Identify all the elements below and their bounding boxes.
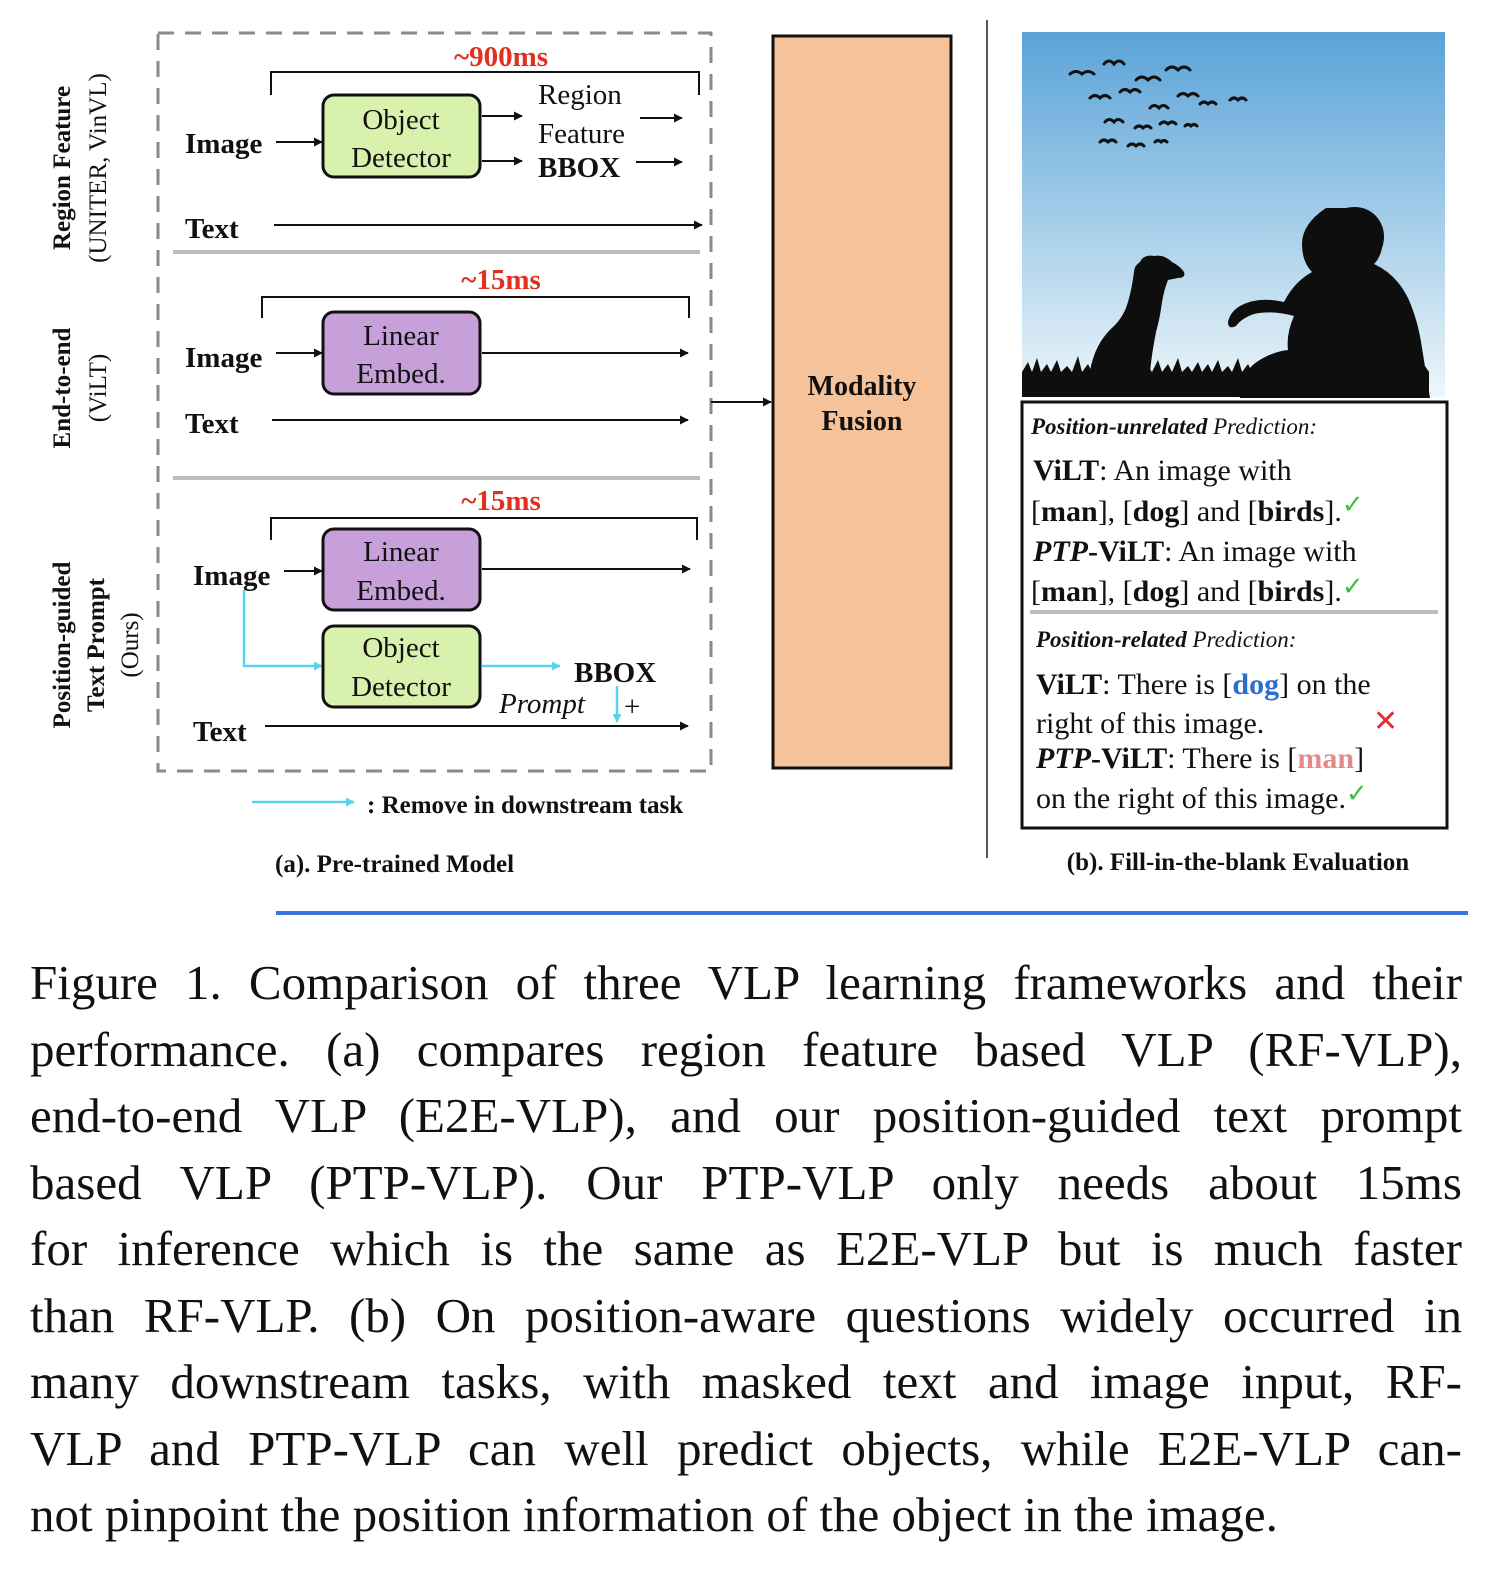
legend-text: : Remove in downstream task	[367, 792, 683, 819]
man-silhouette	[1228, 207, 1430, 398]
box-label: Embed.	[356, 575, 445, 607]
caption-line: for inference which is the same as E2E-V…	[30, 1221, 1462, 1276]
text-label: Text	[193, 716, 247, 748]
box-label: Linear	[363, 320, 439, 352]
panel-b-caption: (b). Fill-in-the-blank Evaluation	[1067, 849, 1410, 876]
row-subtitle: Text Prompt	[83, 577, 110, 712]
bbox-label: BBOX	[574, 657, 656, 689]
prediction-line: [man], [dog] and [birds].✓	[1031, 572, 1364, 608]
row-title: Region Feature	[49, 86, 76, 250]
dog-silhouette	[1090, 255, 1185, 392]
check-mark: ✓	[1346, 779, 1368, 808]
row-subtitle: (ViLT)	[85, 354, 112, 422]
object-detector-box	[321, 624, 482, 709]
image-label: Image	[185, 342, 262, 374]
row-title: End-to-end	[49, 327, 76, 448]
prediction-line: ViLT: An image with	[1033, 454, 1292, 487]
timing-label: ~15ms	[461, 264, 541, 296]
row-title: Position-guided	[49, 562, 76, 729]
caption-line: performance. (a) compares region feature…	[30, 1021, 1462, 1077]
modality-fusion-box	[771, 34, 953, 770]
linear-embed-box	[321, 310, 482, 396]
fusion-label: Modality	[808, 371, 917, 402]
timing-bracket	[270, 517, 698, 540]
output-label: BBOX	[538, 152, 620, 184]
row-end-to-end: End-to-end (ViLT) ~15ms Image Linear Emb…	[49, 264, 690, 448]
caption-line: end-to-end VLP (E2E-VLP), and our positi…	[30, 1088, 1462, 1143]
row-position-guided: Position-guided Text Prompt (Ours) ~15ms…	[49, 485, 698, 748]
figure-caption: Figure 1. Comparison of three VLP learni…	[30, 950, 1462, 1549]
text-label: Text	[185, 213, 239, 245]
cross-mark: ✕	[1373, 705, 1398, 738]
check-mark: ✓	[1342, 490, 1364, 519]
panel-a: Region Feature (UNITER, VinVL) ~900ms Im…	[49, 31, 953, 878]
timing-bracket	[261, 296, 690, 318]
prediction-line: PTP-ViLT: There is [man]	[1035, 742, 1364, 775]
prediction-line: right of this image.	[1036, 707, 1264, 740]
box-label: Detector	[351, 671, 451, 703]
fusion-label: Fusion	[822, 406, 903, 437]
section-heading: Position-related Prediction:	[1035, 627, 1296, 652]
predictions-box	[1020, 400, 1449, 830]
caption-line: not pinpoint the position information of…	[30, 1487, 1278, 1542]
plus-sign: +	[624, 691, 640, 723]
row-region-feature: Region Feature (UNITER, VinVL) ~900ms Im…	[49, 41, 703, 263]
prediction-line: on the right of this image.✓	[1036, 779, 1368, 815]
check-mark: ✓	[1342, 572, 1364, 601]
text-label: Text	[185, 408, 239, 440]
row-subtitle: (Ours)	[117, 612, 144, 677]
prediction-line: ViLT: There is [dog] on the	[1036, 668, 1371, 701]
section-heading: Position-unrelated Prediction:	[1030, 414, 1317, 439]
panel-a-caption: (a). Pre-trained Model	[275, 851, 514, 878]
caption-line: based VLP (PTP-VLP). Our PTP-VLP only ne…	[30, 1154, 1462, 1210]
box-label: Object	[362, 632, 439, 664]
silhouette-illustration	[1022, 32, 1445, 398]
caption-line: many downstream tasks, with masked text …	[30, 1354, 1462, 1409]
cyan-branch-arrow	[242, 590, 323, 671]
caption-line: Figure 1. Comparison of three VLP learni…	[30, 955, 1462, 1010]
box-label: Object	[362, 104, 439, 136]
image-label: Image	[185, 128, 262, 160]
output-label: Feature	[538, 118, 625, 150]
box-label: Detector	[351, 142, 451, 174]
timing-bracket	[270, 71, 700, 95]
caption-line: than RF-VLP. (b) On position-aware quest…	[30, 1287, 1462, 1343]
timing-label: ~15ms	[461, 485, 541, 517]
image-label: Image	[193, 560, 270, 592]
object-detector-box	[321, 93, 482, 179]
caption-line: VLP and PTP-VLP can well predict objects…	[30, 1420, 1462, 1476]
timing-label: ~900ms	[454, 41, 548, 73]
panel-b: Position-unrelated Prediction: ViLT: An …	[1020, 32, 1449, 876]
box-label: Embed.	[356, 358, 445, 390]
birds	[1068, 59, 1248, 149]
row-subtitle: (UNITER, VinVL)	[85, 73, 112, 263]
prediction-line: PTP-ViLT: An image with	[1032, 535, 1357, 568]
prompt-label: Prompt	[498, 688, 586, 720]
linear-embed-box	[321, 527, 482, 612]
grass	[1022, 356, 1429, 397]
prediction-line: [man], [dog] and [birds].✓	[1031, 490, 1364, 528]
box-label: Linear	[363, 536, 439, 568]
output-label: Region	[538, 79, 622, 111]
